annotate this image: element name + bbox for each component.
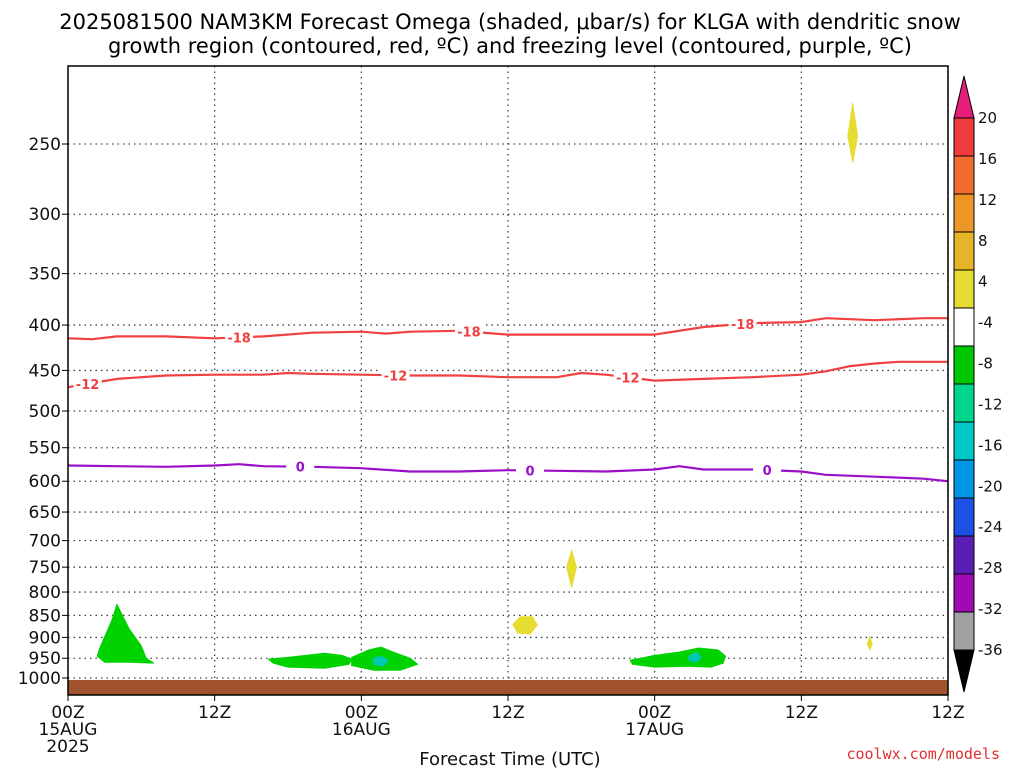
contour-label: -12 bbox=[384, 369, 408, 384]
y-tick-label: 350 bbox=[29, 265, 61, 285]
contour-label: -18 bbox=[227, 331, 251, 346]
x-tick-label: 00Z bbox=[638, 703, 671, 723]
y-tick-label: 650 bbox=[29, 503, 61, 523]
contour-label: 0 bbox=[296, 461, 305, 476]
x-tick-label: 12Z bbox=[785, 703, 818, 723]
x-axis-title: Forecast Time (UTC) bbox=[419, 749, 600, 768]
colorbar-bin bbox=[953, 535, 975, 575]
colorbar-label: -16 bbox=[978, 436, 1003, 454]
colorbar-label: -12 bbox=[978, 395, 1003, 413]
colorbar-bin bbox=[953, 269, 975, 309]
colorbar-label: -24 bbox=[978, 518, 1003, 536]
contour-label: -18 bbox=[731, 318, 755, 333]
contour-label-bg bbox=[516, 462, 544, 479]
contour-label: -18 bbox=[457, 326, 481, 341]
colorbar-bin bbox=[953, 307, 975, 347]
temperature-contours: -18 -18 -18 -12 -12 -12 0 0 0 bbox=[67, 315, 949, 483]
omega-blob bbox=[96, 603, 155, 664]
x-tick-label: 12Z bbox=[931, 703, 964, 723]
omega-shading bbox=[96, 102, 873, 671]
colorbar-bin bbox=[953, 231, 975, 271]
colorbar-bin bbox=[953, 573, 975, 613]
x-tick-label: 00Z bbox=[345, 703, 378, 723]
contour-label: 0 bbox=[763, 464, 772, 479]
x-tick-label: 2025 bbox=[46, 737, 89, 757]
y-tick-label: 800 bbox=[29, 583, 61, 603]
y-tick-label: 850 bbox=[29, 606, 61, 626]
colorbar-label: 20 bbox=[978, 109, 997, 127]
colorbar-min-triangle bbox=[953, 649, 975, 693]
plot-area: -18 -18 -18 -12 -12 -12 0 0 0 bbox=[67, 65, 949, 696]
x-tick-label: 12Z bbox=[198, 703, 231, 723]
y-tick-label: 950 bbox=[29, 649, 61, 669]
contour-label: -12 bbox=[616, 371, 640, 386]
chart-title-line1: 2025081500 NAM3KM Forecast Omega (shaded… bbox=[59, 10, 961, 34]
x-tick-label: 16AUG bbox=[332, 720, 391, 740]
contour-label-bg bbox=[728, 315, 757, 332]
y-tick-label: 400 bbox=[29, 316, 61, 336]
contour-label: -12 bbox=[76, 378, 100, 393]
grid bbox=[68, 66, 949, 695]
colorbar-bin bbox=[953, 117, 975, 157]
colorbar-bin bbox=[953, 155, 975, 195]
omega-blob bbox=[866, 636, 873, 651]
omega-blob bbox=[512, 616, 538, 635]
colorbar-bin bbox=[953, 383, 975, 423]
y-tick-label: 700 bbox=[29, 532, 61, 552]
omega-blob bbox=[566, 549, 577, 588]
y-tick-label: 600 bbox=[29, 472, 61, 492]
x-tick-label: 17AUG bbox=[625, 720, 684, 740]
contour-label-bg bbox=[73, 375, 102, 392]
omega-blob bbox=[688, 651, 702, 663]
ground-band bbox=[68, 680, 948, 695]
contour-label-bg bbox=[225, 329, 254, 346]
colorbar-label: -28 bbox=[978, 559, 1003, 577]
omega-colorbar: 20 16 12 8 4 -4 -8 -12 -16 -20 -24 -28 -32 -36 bbox=[953, 75, 1003, 693]
omega-blob bbox=[847, 102, 859, 163]
contour-label-bg bbox=[613, 369, 642, 386]
contour-line bbox=[67, 360, 948, 389]
y-tick-label: 250 bbox=[29, 135, 61, 155]
x-tick-label: 00Z bbox=[51, 703, 84, 723]
credit-text: coolwx.com/models bbox=[846, 745, 1000, 763]
omega-blob bbox=[629, 647, 727, 668]
y-tick-label: 900 bbox=[29, 628, 61, 648]
y-tick-label: 300 bbox=[29, 205, 61, 225]
contour-line bbox=[67, 317, 948, 341]
contour-label-bg bbox=[753, 462, 782, 479]
x-tick-label: 12Z bbox=[491, 703, 524, 723]
colorbar-label: -8 bbox=[978, 355, 993, 373]
colorbar-label: 16 bbox=[978, 150, 997, 168]
colorbar-label: 12 bbox=[978, 191, 997, 209]
colorbar-label: 8 bbox=[978, 232, 988, 250]
colorbar-label: -32 bbox=[978, 600, 1003, 618]
y-tick-label: 450 bbox=[29, 361, 61, 381]
colorbar-label: -20 bbox=[978, 477, 1003, 495]
colorbar-label: -4 bbox=[978, 314, 993, 332]
colorbar-label: 4 bbox=[978, 273, 988, 291]
colorbar-bin bbox=[953, 459, 975, 499]
contour-label: 0 bbox=[525, 464, 534, 479]
colorbar-max-triangle bbox=[953, 75, 975, 119]
y-axis-ticks: 2503003504004505005506006507007508008509… bbox=[18, 135, 68, 689]
colorbar-bin bbox=[953, 421, 975, 461]
omega-blob bbox=[267, 652, 353, 669]
contour-label-bg bbox=[286, 458, 315, 475]
x-tick-label: 15AUG bbox=[39, 720, 98, 740]
colorbar-bin bbox=[953, 497, 975, 537]
y-tick-label: 550 bbox=[29, 439, 61, 459]
y-tick-label: 1000 bbox=[18, 669, 61, 689]
contour-label-bg bbox=[454, 323, 483, 340]
colorbar-bin bbox=[953, 611, 975, 651]
chart-title-line2: growth region (contoured, red, ºC) and f… bbox=[108, 34, 912, 58]
contour-label-bg bbox=[381, 367, 410, 384]
omega-blob bbox=[373, 655, 389, 667]
colorbar-label: -36 bbox=[978, 641, 1003, 659]
y-tick-label: 750 bbox=[29, 558, 61, 578]
colorbar-bin bbox=[953, 193, 975, 233]
y-tick-label: 500 bbox=[29, 402, 61, 422]
colorbar-bin bbox=[953, 345, 975, 385]
